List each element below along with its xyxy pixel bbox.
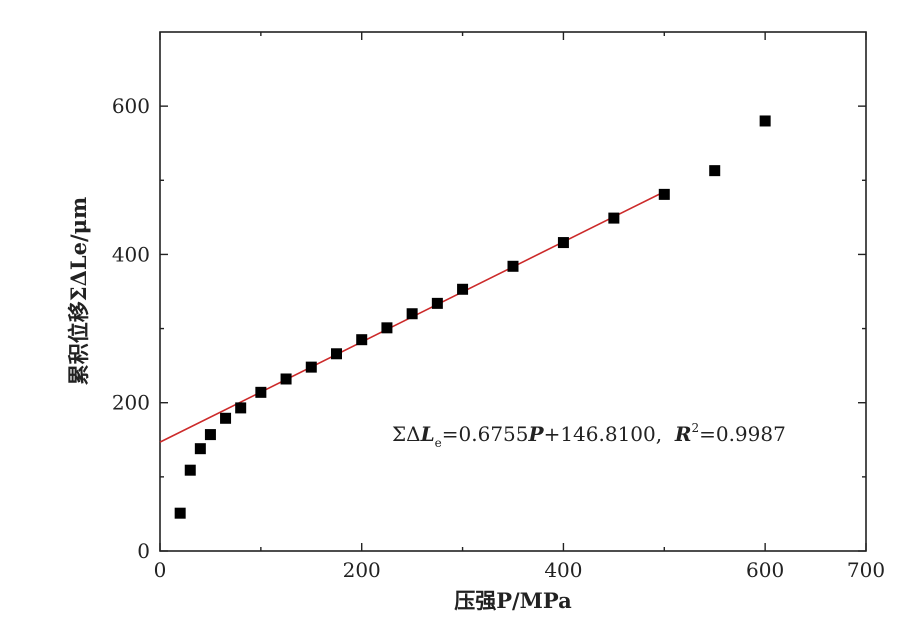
eq-intercept: +146.8100, (544, 422, 675, 446)
x-tick-label: 200 (343, 558, 381, 582)
x-tick-label: 600 (746, 558, 784, 582)
data-point (759, 115, 771, 127)
data-point (174, 507, 186, 519)
eq-P: P (528, 422, 545, 446)
y-axis-title: 累积位移ΣΔLe/μm (66, 197, 91, 386)
y-tick-label: 200 (112, 391, 150, 415)
data-point (331, 348, 342, 360)
x-tick-label: 0 (154, 558, 167, 582)
eq-sum-delta: ΣΔ (392, 422, 421, 446)
data-point (280, 373, 292, 385)
data-point (507, 260, 519, 272)
eq-R: R (674, 422, 692, 446)
data-point (709, 165, 721, 177)
axis-tick-labels: 0 200 400 600 700 0 200 400 600 (112, 94, 885, 582)
data-point (235, 402, 247, 414)
data-point (457, 283, 469, 295)
data-point (431, 297, 443, 309)
x-tick-label: 700 (847, 558, 885, 582)
data-point (305, 361, 317, 373)
data-point (658, 188, 670, 200)
data-point (356, 334, 368, 346)
fit-equation: ΣΔLe=0.6755P+146.8100, R2=0.9987 (392, 421, 786, 450)
axis-ticks (159, 32, 867, 552)
data-point (184, 464, 196, 476)
y-tick-label: 600 (112, 94, 150, 118)
eq-sub-e: e (435, 436, 442, 450)
data-point (194, 443, 206, 455)
x-tick-label: 400 (544, 558, 582, 582)
y-tick-label: 0 (137, 539, 150, 563)
data-point (204, 429, 216, 441)
data-point (608, 212, 620, 224)
eq-slope: =0.6755 (442, 422, 529, 446)
y-tick-label: 400 (112, 242, 150, 266)
plot-frame (159, 31, 867, 552)
eq-r-value: =0.9987 (699, 422, 786, 446)
data-point (557, 237, 569, 249)
x-axis-title: 压强P/MPa (454, 588, 572, 613)
data-point (381, 322, 393, 334)
eq-L: L (420, 422, 435, 446)
data-points (174, 115, 771, 519)
data-point (406, 308, 418, 320)
data-point (255, 386, 267, 398)
eq-sup-2: 2 (691, 421, 699, 435)
data-point (220, 412, 232, 424)
